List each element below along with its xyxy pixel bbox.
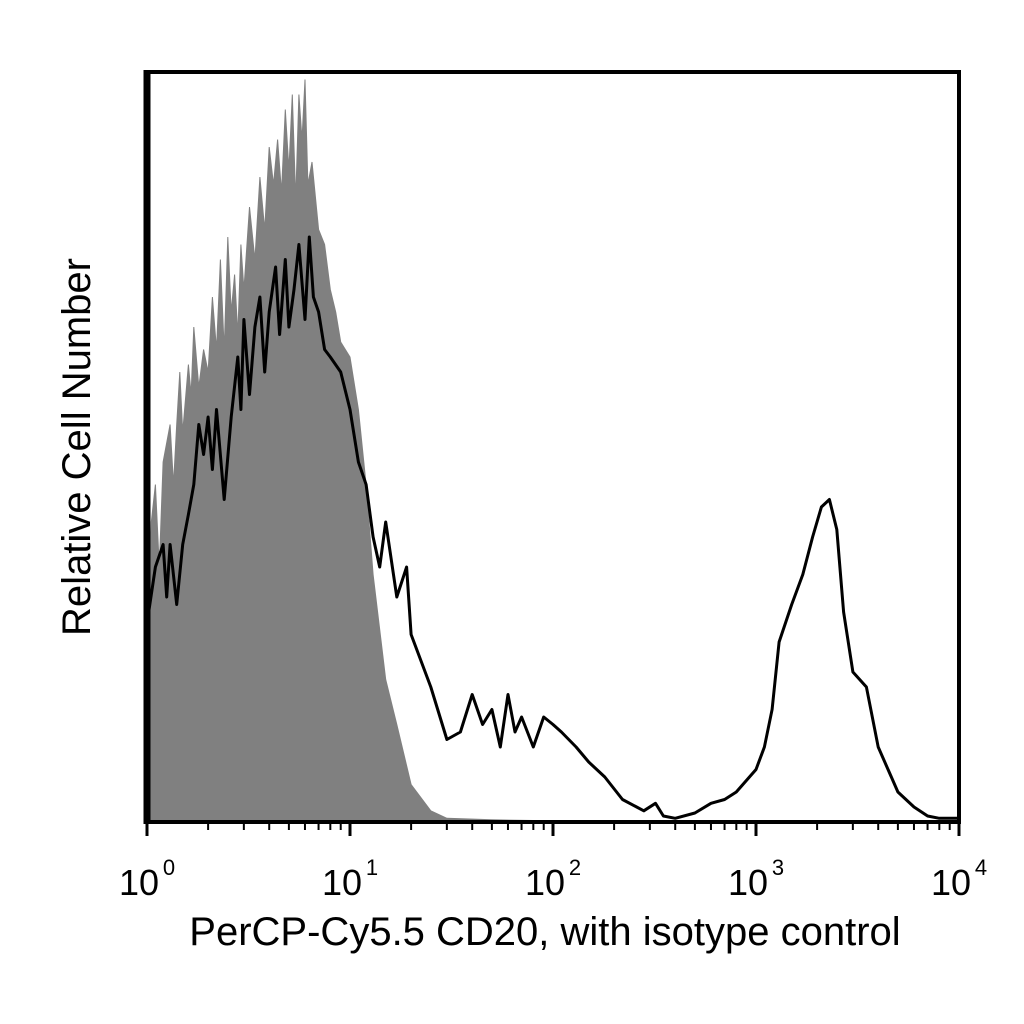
x-tick-label: 10	[728, 862, 768, 903]
x-tick-label: 10	[322, 862, 362, 903]
x-tick-exponent: 1	[366, 855, 378, 880]
x-tick-layer: 10 0 10 1 10 2 10 3 10 4	[119, 822, 987, 903]
isotype-control-histogram	[148, 79, 960, 823]
x-tick-label: 10	[525, 862, 565, 903]
x-tick-label: 10	[931, 862, 971, 903]
x-tick-exponent: 2	[569, 855, 581, 880]
x-tick-exponent: 4	[975, 855, 987, 880]
y-axis-label: Relative Cell Number	[55, 258, 99, 636]
cd20-stain-histogram	[147, 235, 959, 820]
x-tick-label: 10	[119, 862, 159, 903]
x-tick-exponent: 0	[163, 855, 175, 880]
x-tick-exponent: 3	[772, 855, 784, 880]
series-layer	[147, 79, 960, 823]
x-axis-label: PerCP-Cy5.5 CD20, with isotype control	[189, 910, 900, 954]
